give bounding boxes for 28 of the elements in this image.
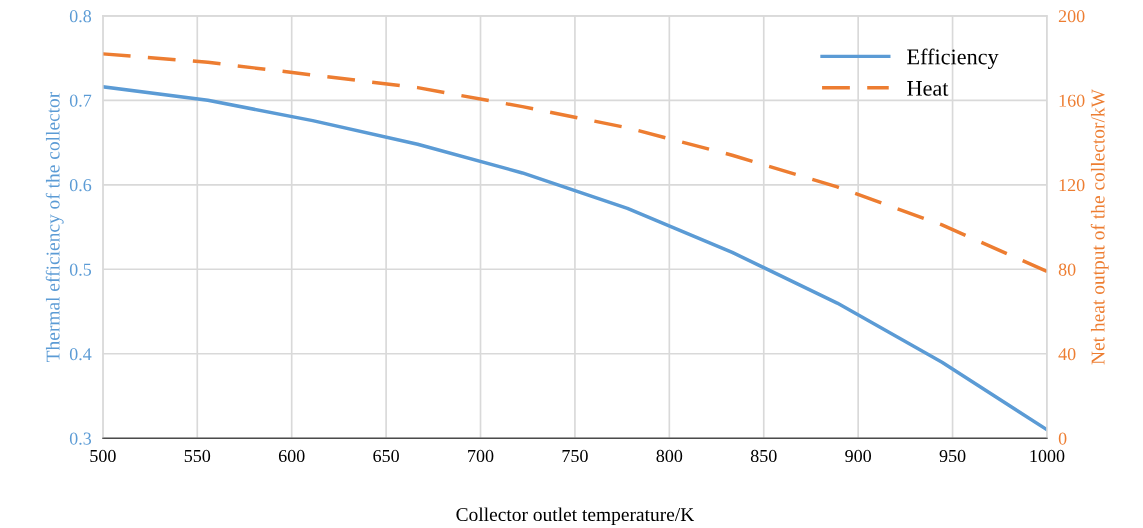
legend-label: Heat xyxy=(907,81,949,96)
y-tick-label: 0.3 xyxy=(69,432,92,445)
x-tick-label: 750 xyxy=(562,449,588,463)
x-tick-label: 650 xyxy=(373,449,399,463)
y2-axis-title: Net heat output of the collector/kW xyxy=(1090,89,1109,365)
y2-tick-label: 0 xyxy=(1058,432,1067,445)
y-axis-title: Thermal efficiency of the collector xyxy=(45,91,64,363)
x-tick-label: 800 xyxy=(656,449,683,463)
y-tick-label: 0.8 xyxy=(69,10,92,23)
y2-tick-label: 120 xyxy=(1059,179,1085,192)
x-tick-label: 850 xyxy=(750,449,777,463)
y2-tick-label: 80 xyxy=(1058,263,1076,276)
x-tick-label: 900 xyxy=(845,449,872,463)
x-tick-label: 550 xyxy=(184,449,211,463)
x-tick-label: 600 xyxy=(278,449,305,463)
x-tick-label: 1000 xyxy=(1030,449,1065,463)
y2-tick-label: 200 xyxy=(1058,10,1085,23)
y-tick-label: 0.6 xyxy=(69,179,92,192)
y-tick-label: 0.5 xyxy=(69,263,92,276)
y-tick-label: 0.4 xyxy=(69,348,92,361)
x-axis-title: Collector outlet temperature/K xyxy=(456,507,695,526)
legend-label: Efficiency xyxy=(907,48,999,69)
y2-tick-label: 40 xyxy=(1058,348,1076,361)
y-tick-label: 0.7 xyxy=(69,94,92,107)
x-tick-label: 700 xyxy=(468,449,494,463)
y2-tick-label: 160 xyxy=(1059,94,1085,107)
x-tick-label: 500 xyxy=(90,449,116,463)
x-tick-label: 950 xyxy=(939,449,966,463)
